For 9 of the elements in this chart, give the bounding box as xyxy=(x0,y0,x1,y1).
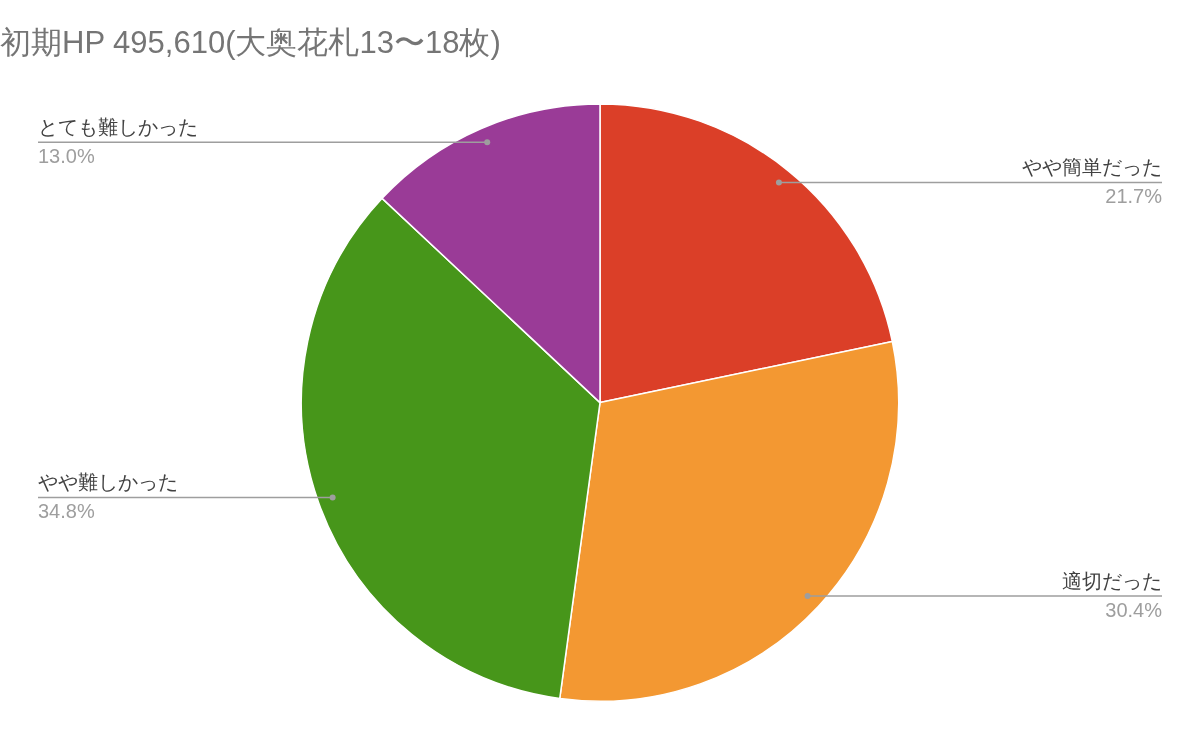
data-label: 30.4% xyxy=(1105,598,1163,621)
data-label: 34.8% xyxy=(38,500,95,523)
slice-label: やや難しかった xyxy=(38,471,178,494)
data-label: 21.7% xyxy=(1105,184,1163,207)
slice-label: とても難しかった xyxy=(38,115,198,138)
slice-label: やや簡単だった xyxy=(1022,155,1162,178)
slice-label: 適切だった xyxy=(1062,569,1162,592)
data-label: 13.0% xyxy=(38,144,95,167)
chart-title: 初期HP 495,610(大奥花札13〜18枚) xyxy=(0,25,501,61)
